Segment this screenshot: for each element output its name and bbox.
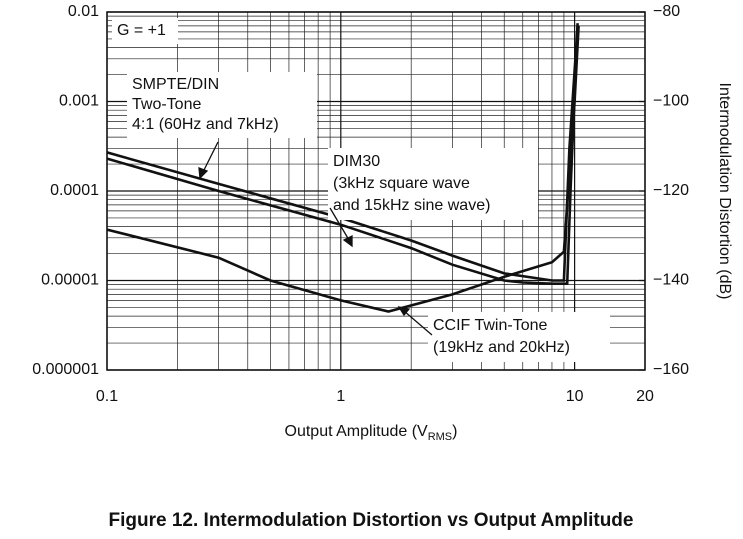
arrows [198,141,433,336]
annotation-text: DIM30 [333,153,380,170]
series-line [106,23,579,285]
annotation-text: 4:1 (60Hz and 7kHz) [132,116,279,133]
x-tick-label: 1 [336,388,345,405]
series-line [106,25,580,313]
annotation-box [112,18,178,44]
x-axis-label: Output Amplitude (VRMS) [285,423,458,443]
annotation-text: SMPTE/DIN [132,76,219,93]
y2-tick-label: −120 [653,182,689,199]
x-tick-label: 0.1 [96,388,118,405]
x-tick-label: 20 [636,388,654,405]
annotation-text: CCIF Twin-Tone [433,317,548,334]
annotations: G = +1 SMPTE/DIN Two-Tone 4:1 (60Hz and 7kH… [112,18,610,362]
lines [106,23,580,313]
y-tick-label: 0.001 [59,93,99,110]
x-tick-label: 10 [566,388,584,405]
y-tick-label: 0.01 [68,3,99,20]
y2-tick-label: −160 [653,361,689,378]
y2-tick-label: −100 [653,93,689,110]
annotation-text: (19kHz and 20kHz) [433,339,570,356]
y-tick-label: 0.000001 [32,361,99,378]
y-tick-label: 0.0001 [50,182,99,199]
annotation-text: Two-Tone [132,96,201,113]
annotation-text: G = +1 [117,22,166,39]
annotation-text: and 15kHz sine wave) [333,197,490,214]
annotation-box [127,72,317,138]
annotation-box [428,312,610,362]
y2-tick-label: −140 [653,272,689,289]
annotation-text: (3kHz square wave [333,175,470,192]
annotation-box [328,148,538,220]
caption: Figure 12. Intermodulation Distortion vs… [109,510,634,531]
y2-tick-label: −80 [653,3,680,20]
y2-axis-label: Intermodulation Distortion (dB) [716,83,733,300]
y-tick-label: 0.00001 [41,272,99,289]
